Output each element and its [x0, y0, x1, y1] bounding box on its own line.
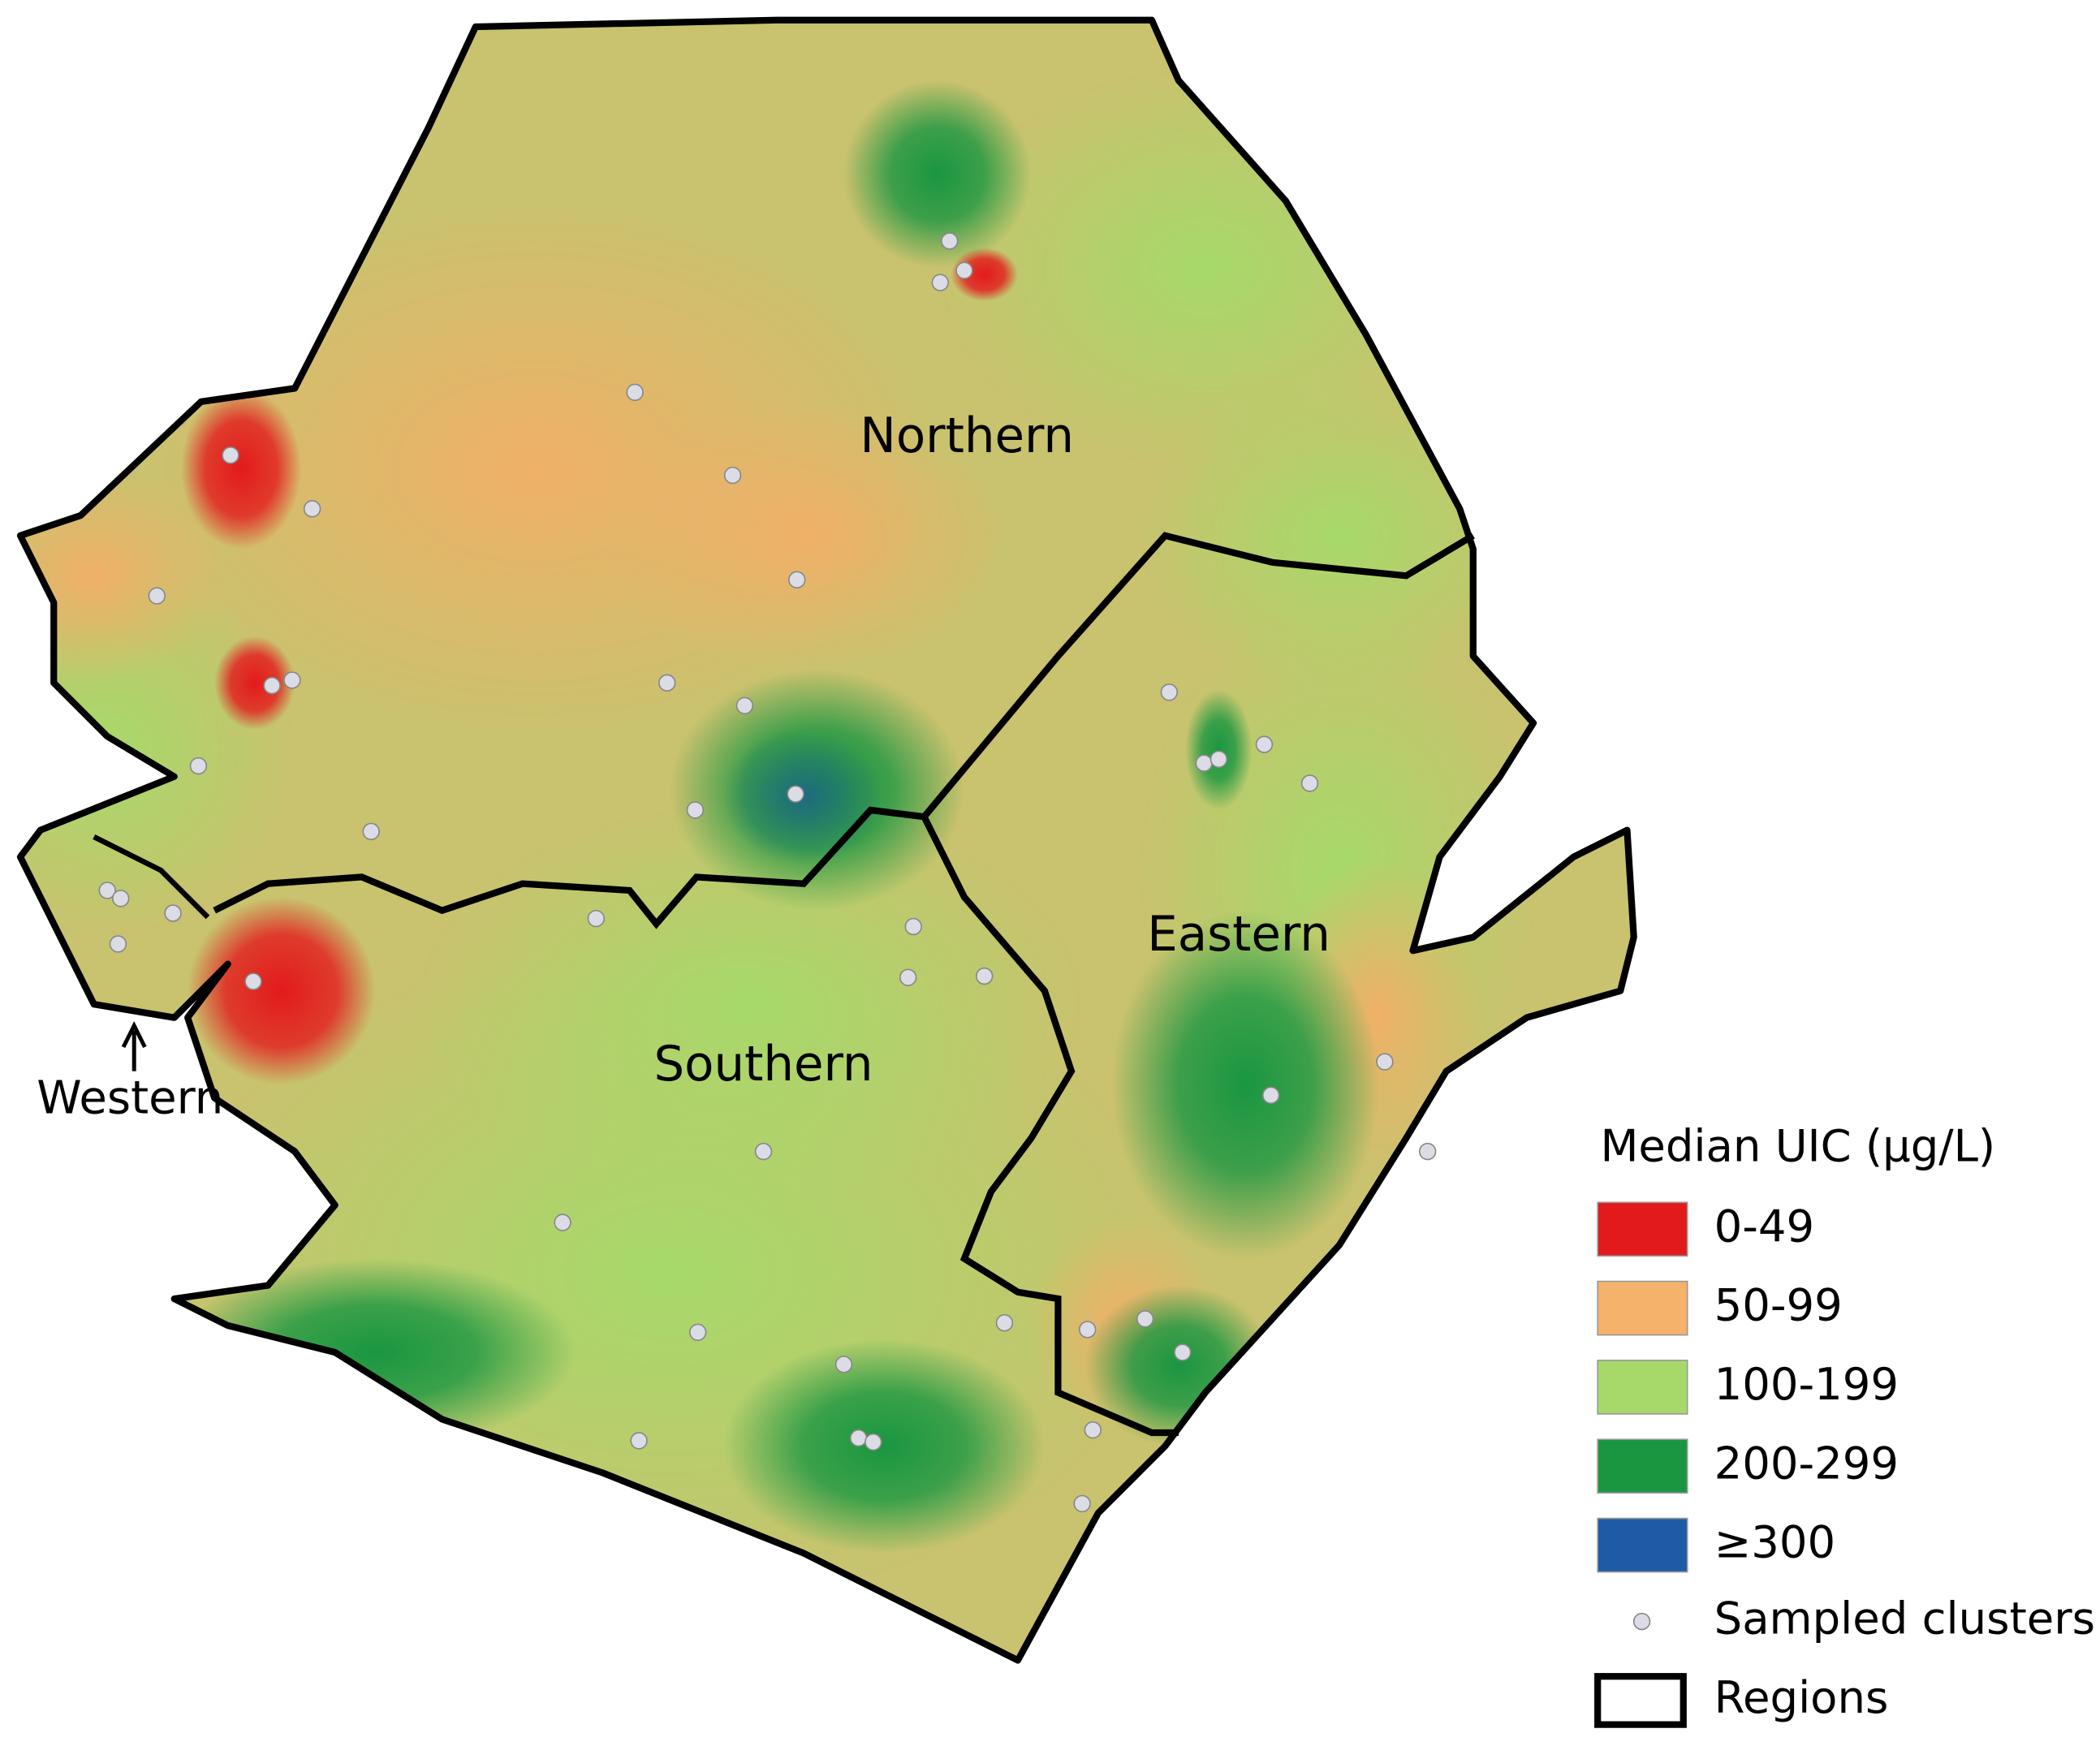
cluster-dot [111, 890, 130, 907]
cluster-dot [1210, 750, 1228, 769]
cluster-dot [630, 1432, 648, 1450]
cluster-dot [931, 274, 949, 291]
cluster-dot [554, 1214, 571, 1231]
cluster-dot [834, 1356, 853, 1373]
cluster-dot [975, 967, 994, 985]
region-boundary [93, 834, 210, 920]
legend-label: 100-199 [1714, 1358, 1899, 1410]
cluster-dot [283, 671, 301, 689]
cluster-dot [688, 1323, 707, 1342]
cluster-dot [1160, 683, 1179, 701]
cluster-dot [1084, 1421, 1102, 1439]
cluster-dot [1376, 1053, 1394, 1071]
cluster-dot [1418, 1142, 1437, 1161]
cluster-dot [1261, 1086, 1280, 1105]
legend-swatch [1597, 1201, 1688, 1257]
cluster-dot [941, 232, 959, 250]
legend-label: 200-299 [1714, 1437, 1899, 1489]
cluster-dot [1136, 1310, 1154, 1328]
region-boundary [921, 815, 1179, 1437]
cluster-dot [754, 1142, 773, 1161]
legend-swatch [1597, 1517, 1688, 1573]
cluster-dot [1073, 1494, 1091, 1513]
legend-label: 0-49 [1714, 1200, 1815, 1252]
cluster-dot [263, 676, 281, 695]
cluster-dot [955, 261, 973, 279]
clusters [98, 232, 1437, 1513]
cluster-dot [244, 972, 262, 990]
cluster-dot [686, 801, 705, 819]
cluster-dot [148, 587, 166, 605]
cluster-dot [1300, 774, 1319, 792]
legend-swatch [1597, 1360, 1688, 1415]
legend-swatch [1597, 1280, 1688, 1336]
cluster-dot [587, 909, 606, 928]
cluster-dot [222, 446, 239, 464]
cluster-dot [735, 696, 754, 715]
cluster-dot [1255, 735, 1274, 753]
cluster-dot [98, 882, 116, 899]
arrow [121, 1021, 147, 1071]
cluster-dot [995, 1314, 1014, 1332]
legend-label: ≥300 [1714, 1516, 1835, 1568]
cluster-dot [788, 571, 806, 588]
region-boundary [213, 532, 1475, 929]
legend-label: Regions [1714, 1671, 1889, 1723]
cluster-dot [849, 1429, 868, 1447]
legend: Median UIC (µg/L) 0-49 50-99 100-199 200-29… [1594, 1119, 2095, 1728]
cluster-dot [303, 500, 321, 518]
legend-dot [1632, 1612, 1651, 1631]
cluster-dot [723, 466, 742, 485]
cluster-dot [904, 917, 922, 936]
region-label: Eastern [1147, 907, 1330, 963]
cluster-dot [626, 383, 644, 402]
cluster-dot [1195, 754, 1213, 772]
legend-label: 50-99 [1714, 1279, 1843, 1331]
cluster-dot [658, 674, 676, 692]
cluster-dot [109, 935, 127, 953]
cluster-dot [189, 757, 208, 775]
legend-swatch [1597, 1438, 1688, 1494]
cluster-dot [865, 1433, 882, 1451]
legend-title: Median UIC (µg/L) [1600, 1119, 1995, 1171]
cluster-dot [362, 822, 380, 841]
surface [20, 19, 1634, 1661]
cluster-dot [1078, 1321, 1097, 1339]
cluster-dot [164, 904, 182, 922]
cluster-dot [899, 968, 917, 986]
region-label: Southern [653, 1037, 873, 1093]
region-label: Western [37, 1072, 223, 1125]
cluster-dot [787, 785, 804, 803]
legend-label: Sampled clusters [1714, 1593, 2095, 1645]
legend-region-swatch [1594, 1673, 1687, 1728]
region-label: Northern [860, 408, 1074, 464]
cluster-dot [1174, 1343, 1192, 1361]
